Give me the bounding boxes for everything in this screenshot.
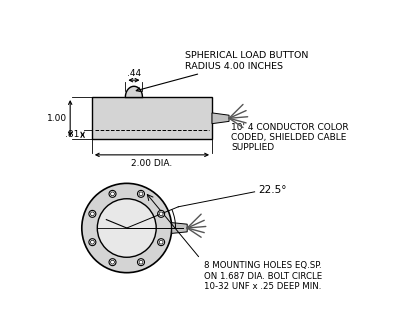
Circle shape [111, 192, 114, 196]
Circle shape [82, 183, 172, 273]
Circle shape [111, 260, 114, 264]
Polygon shape [172, 223, 187, 234]
Text: SPHERICAL LOAD BUTTON
RADIUS 4.00 INCHES: SPHERICAL LOAD BUTTON RADIUS 4.00 INCHES [136, 51, 308, 92]
Circle shape [138, 259, 145, 266]
Circle shape [97, 199, 156, 257]
Circle shape [138, 190, 145, 197]
Text: 22.5°: 22.5° [258, 185, 287, 195]
Text: 1.00: 1.00 [47, 114, 67, 123]
Circle shape [139, 192, 143, 196]
Text: 8 MOUNTING HOLES EQ.SP.
ON 1.687 DIA. BOLT CIRCLE
10-32 UNF x .25 DEEP MIN.: 8 MOUNTING HOLES EQ.SP. ON 1.687 DIA. BO… [204, 261, 323, 291]
Circle shape [139, 260, 143, 264]
Text: 2.00 DIA.: 2.00 DIA. [131, 159, 173, 168]
Polygon shape [212, 113, 229, 124]
Circle shape [159, 212, 163, 216]
Text: 10' 4 CONDUCTOR COLOR
CODED, SHIELDED CABLE
SUPPLIED: 10' 4 CONDUCTOR COLOR CODED, SHIELDED CA… [231, 123, 349, 152]
Polygon shape [125, 86, 143, 97]
Circle shape [158, 210, 165, 217]
Circle shape [91, 212, 94, 216]
Circle shape [89, 210, 96, 217]
Circle shape [159, 240, 163, 244]
Circle shape [158, 239, 165, 246]
Circle shape [91, 240, 94, 244]
Circle shape [109, 259, 116, 266]
Text: .81: .81 [65, 130, 80, 139]
Circle shape [89, 239, 96, 246]
Text: .44: .44 [127, 69, 141, 78]
Circle shape [109, 190, 116, 197]
Bar [92, 97, 212, 139]
